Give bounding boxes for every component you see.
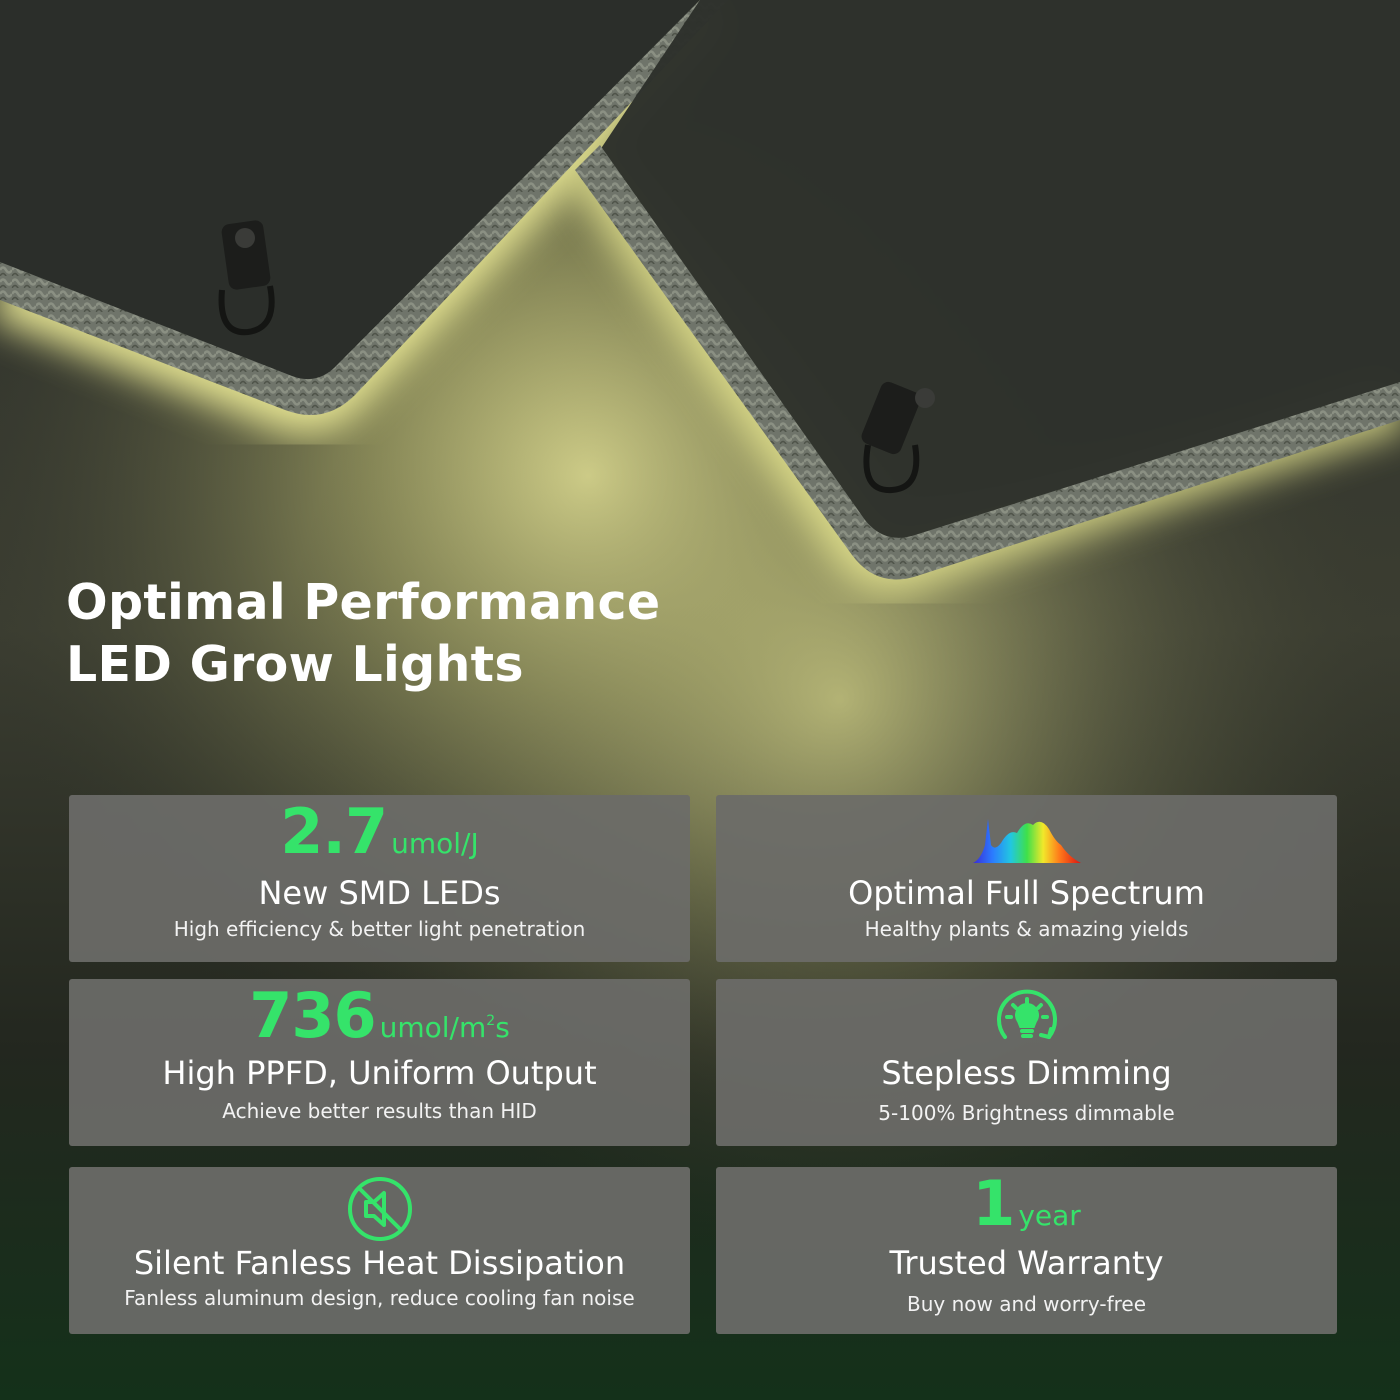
feature-card-dimming: Stepless Dimming 5-100% Brightness dimma… (716, 979, 1337, 1146)
feature-subtitle: High efficiency & better light penetrati… (173, 917, 586, 941)
silent-speaker-icon (347, 1177, 412, 1241)
feature-title: Silent Fanless Heat Dissipation (133, 1244, 626, 1282)
ppfd-unit-base: umol/m (379, 1011, 487, 1044)
efficiency-stat: 2.7 umol/J (69, 801, 690, 863)
warranty-value: 1 (972, 1167, 1015, 1240)
feature-subtitle: Fanless aluminum design, reduce cooling … (124, 1286, 635, 1310)
headline: Optimal Performance LED Grow Lights (66, 572, 660, 696)
feature-subtitle: 5-100% Brightness dimmable (878, 1101, 1175, 1125)
feature-card-warranty: 1 year Trusted Warranty Buy now and worry… (716, 1167, 1337, 1334)
feature-subtitle: Healthy plants & amazing yields (864, 917, 1189, 941)
efficiency-unit: umol/J (391, 827, 479, 860)
feature-title: Optimal Full Spectrum (848, 874, 1205, 912)
headline-line-2: LED Grow Lights (66, 636, 524, 693)
dimming-bulb-icon (996, 989, 1057, 1039)
efficiency-value: 2.7 (280, 795, 388, 868)
feature-card-ppfd: 736 umol/m2s High PPFD, Uniform Output Ac… (69, 979, 690, 1146)
ppfd-unit-sup: 2 (486, 1013, 496, 1029)
feature-card-silent: Silent Fanless Heat Dissipation Fanless … (69, 1167, 690, 1334)
feature-title: Stepless Dimming (881, 1054, 1172, 1092)
hanger-clip-icon (218, 220, 275, 336)
feature-card-spectrum: Optimal Full Spectrum Healthy plants & a… (716, 795, 1337, 962)
ppfd-value: 736 (249, 979, 376, 1052)
feature-title: Trusted Warranty (889, 1244, 1164, 1282)
feature-subtitle: Buy now and worry-free (906, 1292, 1147, 1316)
ppfd-unit-end: s (495, 1011, 510, 1044)
warranty-stat: 1 year (716, 1173, 1337, 1235)
warranty-unit: year (1018, 1199, 1081, 1232)
feature-title: High PPFD, Uniform Output (162, 1054, 597, 1092)
feature-subtitle: Achieve better results than HID (222, 1099, 537, 1123)
ppfd-stat: 736 umol/m2s (69, 985, 690, 1047)
ppfd-unit: umol/m2s (380, 1011, 510, 1044)
feature-card-efficiency: 2.7 umol/J New SMD LEDs High efficiency &… (69, 795, 690, 962)
hanger-clip-icon (861, 381, 935, 494)
spectrum-icon (972, 819, 1081, 863)
feature-title: New SMD LEDs (258, 874, 501, 912)
headline-line-1: Optimal Performance (66, 574, 661, 631)
